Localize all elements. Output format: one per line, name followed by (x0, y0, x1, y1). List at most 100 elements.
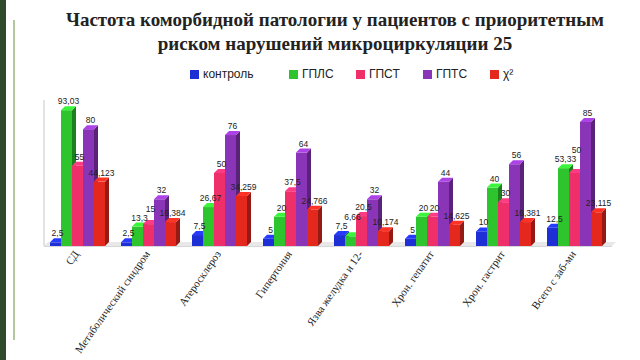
bar (72, 166, 83, 246)
bar (427, 217, 438, 246)
bar (487, 188, 498, 246)
bar (569, 173, 580, 246)
bar (378, 231, 389, 246)
data-label: 16,381 (515, 208, 541, 218)
data-label: 80 (86, 115, 96, 125)
title: Частота коморбидной патологии у пациенто… (66, 9, 604, 54)
legend-swatch (423, 70, 432, 79)
bar (61, 110, 72, 246)
bar (307, 210, 318, 246)
bar (334, 235, 345, 246)
y-axis (44, 100, 45, 246)
data-label: 15 (146, 204, 156, 214)
data-label: 16,384 (160, 208, 186, 218)
bar-top (487, 184, 502, 188)
bar-side (531, 218, 535, 246)
category-label: Гипертония (253, 248, 294, 300)
bar (236, 196, 247, 246)
bar (50, 242, 61, 246)
category-label: СД (63, 248, 81, 267)
data-label: 56 (512, 150, 522, 160)
bar-top (296, 149, 311, 153)
bar-side (602, 208, 606, 246)
legend-swatch (490, 70, 499, 79)
legend-label: ГПТС (436, 67, 467, 81)
data-label: 64 (299, 139, 309, 149)
category-label: Всего с заб-ми (529, 248, 578, 311)
data-label: 37,5 (284, 177, 301, 187)
data-label: 32 (157, 185, 167, 195)
category-label: Хрон. гепатит (389, 248, 437, 309)
bar-side (105, 178, 109, 246)
bar-top (61, 106, 76, 110)
bar-top (520, 218, 535, 222)
bar (143, 224, 154, 246)
data-label: 10,174 (373, 217, 399, 227)
bar-side (247, 192, 251, 246)
data-label: 2,5 (123, 228, 135, 238)
data-label: 85 (583, 108, 593, 118)
bar-top (83, 125, 98, 129)
data-label: 50 (217, 159, 227, 169)
data-label: 20,5 (355, 202, 372, 212)
data-label: 2,5 (52, 228, 64, 238)
slide-strip (0, 0, 6, 360)
bar-top (236, 192, 251, 196)
data-label: 30 (501, 188, 511, 198)
data-label: 13,3 (131, 213, 148, 223)
legend-label: ГПЛС (302, 67, 334, 81)
bars (50, 106, 606, 246)
bar-top (367, 195, 382, 199)
bar (165, 222, 176, 246)
bar-top (591, 208, 606, 212)
bar (345, 236, 356, 246)
bar-side (176, 218, 180, 246)
data-label: 7,5 (194, 221, 206, 231)
bar-top (449, 221, 464, 225)
data-label: 44 (441, 168, 451, 178)
bar (547, 228, 558, 246)
data-label: 24,766 (302, 196, 328, 206)
legend-swatch (356, 70, 365, 79)
data-label: 5 (410, 225, 415, 235)
bar-top (438, 178, 453, 182)
legend-swatch (190, 70, 199, 79)
legend-label: ГПСТ (369, 67, 400, 81)
bar-top (558, 164, 573, 168)
data-label: 5 (268, 225, 273, 235)
bar (558, 168, 569, 246)
data-label: 55 (75, 152, 85, 162)
category-label: Язва желудка и 12- (304, 248, 365, 328)
data-label: 20 (430, 203, 440, 213)
slide: Частота коморбидной патологии у пациенто… (0, 0, 640, 360)
category-label: Атеросклероз (176, 248, 223, 308)
bar-top (509, 160, 524, 164)
data-label: 7,5 (336, 221, 348, 231)
data-label: 40 (490, 174, 500, 184)
bar-top (307, 206, 322, 210)
data-label: 20 (419, 203, 429, 213)
data-label: 44,123 (89, 168, 115, 178)
data-label: 93,03 (58, 96, 80, 106)
bar (192, 235, 203, 246)
bar-top (378, 227, 393, 231)
bar (476, 231, 487, 246)
bar-top (580, 118, 595, 122)
bar (121, 242, 132, 246)
bar (274, 217, 285, 246)
data-label: 14,625 (444, 211, 470, 221)
data-label: 76 (228, 121, 238, 131)
bar (580, 122, 591, 246)
bar (449, 225, 460, 246)
bar-side (318, 206, 322, 246)
data-label: 26,67 (200, 193, 222, 203)
chart: Частота коморбидной патологии у пациенто… (0, 0, 640, 360)
bar-top (225, 131, 240, 135)
bar (83, 129, 94, 246)
legend-label: χ² (503, 67, 513, 81)
category-label: Хрон. гастрит (460, 248, 508, 309)
bar (405, 239, 416, 246)
bar (520, 222, 531, 246)
data-label: 12,5 (546, 214, 563, 224)
data-label: 23,115 (586, 198, 612, 208)
